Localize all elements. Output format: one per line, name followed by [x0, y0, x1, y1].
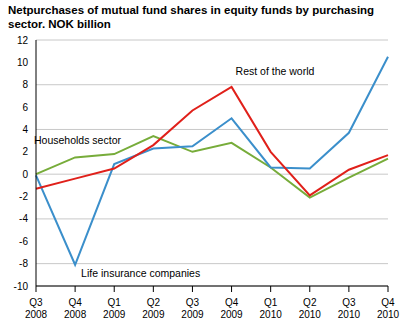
html-text:Netpurchases of mutual fund sh: Netpurchases of mutual fund shares in eq…: [8, 4, 375, 30]
svg-text:Q42010: Q42010: [377, 297, 392, 320]
svg-text:0: 0: [22, 169, 28, 180]
svg-text:Q32009: Q32009: [181, 297, 204, 320]
svg-text:8: 8: [22, 79, 28, 90]
svg-text:-10: -10: [14, 281, 29, 292]
svg-text:Q22010: Q22010: [299, 297, 322, 320]
svg-text:Q32010: Q32010: [338, 297, 361, 320]
svg-text:Rest of the world: Rest of the world: [236, 65, 315, 77]
svg-text:4: 4: [22, 124, 28, 135]
svg-text:-4: -4: [19, 213, 28, 224]
svg-text:6: 6: [22, 102, 28, 113]
svg-text:-6: -6: [19, 236, 28, 247]
svg-text:-8: -8: [19, 258, 28, 269]
svg-text:Q12009: Q12009: [103, 297, 126, 320]
svg-text:Life insurance companies: Life insurance companies: [81, 267, 200, 279]
svg-text:Households sector: Households sector: [34, 134, 121, 146]
svg-text:10: 10: [17, 57, 29, 68]
svg-text:Q42008: Q42008: [64, 297, 87, 320]
svg-text:2: 2: [22, 146, 28, 157]
svg-text:12: 12: [17, 35, 29, 46]
svg-text:Q32008: Q32008: [25, 297, 48, 320]
svg-text:-2: -2: [19, 191, 28, 202]
svg-text:Q42009: Q42009: [220, 297, 243, 320]
svg-text:Q12010: Q12010: [260, 297, 283, 320]
svg-text:Q22009: Q22009: [142, 297, 165, 320]
